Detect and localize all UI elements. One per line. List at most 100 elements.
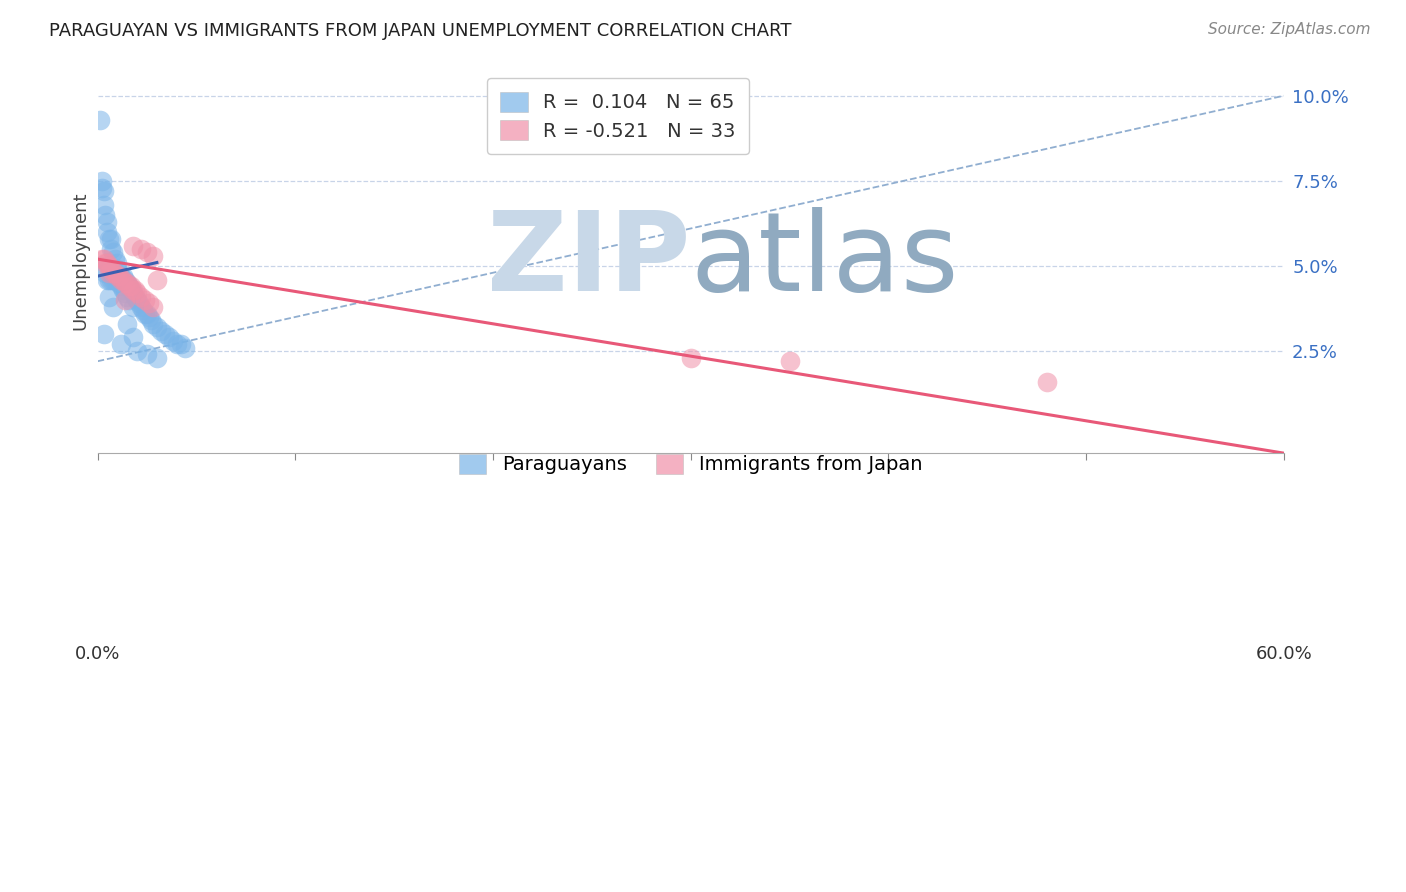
Point [153, 326, 176, 341]
Point [122, 286, 145, 301]
Point [157, 330, 180, 344]
Point [112, 272, 135, 286]
Point [108, 276, 131, 290]
Point [114, 293, 136, 307]
Point [129, 242, 152, 256]
Point [105, 255, 128, 269]
Point [173, 341, 195, 355]
Point [112, 283, 135, 297]
Point [142, 300, 165, 314]
Point [110, 269, 132, 284]
Point [103, 272, 125, 286]
Point [100, 262, 122, 277]
Point [94, 208, 117, 222]
Point [98, 289, 121, 303]
Point [127, 344, 149, 359]
Legend: Paraguayans, Immigrants from Japan: Paraguayans, Immigrants from Japan [451, 446, 929, 482]
Point [96, 225, 118, 239]
Point [128, 296, 150, 310]
Point [136, 347, 159, 361]
Text: ZIP: ZIP [488, 207, 690, 314]
Point [166, 337, 188, 351]
Point [134, 293, 156, 307]
Point [104, 266, 127, 280]
Point [118, 279, 141, 293]
Point [104, 252, 127, 267]
Point [96, 272, 118, 286]
Point [110, 279, 132, 293]
Point [93, 252, 115, 267]
Point [122, 330, 145, 344]
Point [120, 283, 142, 297]
Point [93, 197, 115, 211]
Point [114, 276, 136, 290]
Point [105, 272, 128, 286]
Point [115, 276, 138, 290]
Point [136, 245, 159, 260]
Point [94, 266, 117, 280]
Point [138, 310, 160, 324]
Point [146, 272, 169, 286]
Point [139, 313, 162, 327]
Point [114, 272, 136, 286]
Text: Source: ZipAtlas.com: Source: ZipAtlas.com [1208, 22, 1371, 37]
Point [98, 266, 121, 280]
Point [138, 296, 160, 310]
Point [169, 337, 191, 351]
Point [122, 283, 145, 297]
Point [93, 326, 115, 341]
Point [110, 337, 132, 351]
Point [98, 259, 121, 273]
Point [100, 272, 122, 286]
Point [115, 276, 138, 290]
Point [129, 300, 152, 314]
Point [98, 232, 121, 246]
Point [110, 272, 132, 286]
Point [103, 245, 125, 260]
Point [90, 180, 112, 194]
Point [100, 232, 122, 246]
Point [108, 266, 131, 280]
Point [679, 351, 702, 365]
Point [146, 320, 169, 334]
Point [89, 112, 111, 127]
Point [108, 269, 131, 284]
Point [136, 307, 159, 321]
Point [134, 307, 156, 321]
Point [127, 286, 149, 301]
Text: 0.0%: 0.0% [75, 646, 121, 664]
Point [118, 279, 141, 293]
Point [89, 259, 111, 273]
Text: atlas: atlas [690, 207, 959, 314]
Point [149, 324, 172, 338]
Point [127, 293, 149, 307]
Point [98, 272, 121, 286]
Point [114, 286, 136, 301]
Point [90, 174, 112, 188]
Point [124, 289, 146, 303]
Point [120, 279, 142, 293]
Point [142, 317, 165, 331]
Point [162, 334, 184, 348]
Point [124, 283, 146, 297]
Point [90, 252, 112, 267]
Text: PARAGUAYAN VS IMMIGRANTS FROM JAPAN UNEMPLOYMENT CORRELATION CHART: PARAGUAYAN VS IMMIGRANTS FROM JAPAN UNEM… [49, 22, 792, 40]
Point [93, 184, 115, 198]
Point [132, 303, 155, 318]
Point [122, 238, 145, 252]
Text: 60.0%: 60.0% [1256, 646, 1312, 664]
Point [100, 242, 122, 256]
Point [129, 289, 152, 303]
Point [94, 255, 117, 269]
Point [103, 266, 125, 280]
Point [115, 289, 138, 303]
Point [112, 269, 135, 284]
Point [105, 262, 128, 277]
Point [115, 317, 138, 331]
Y-axis label: Unemployment: Unemployment [72, 192, 89, 330]
Point [142, 249, 165, 263]
Point [118, 293, 141, 307]
Point [96, 215, 118, 229]
Point [122, 300, 145, 314]
Point [96, 255, 118, 269]
